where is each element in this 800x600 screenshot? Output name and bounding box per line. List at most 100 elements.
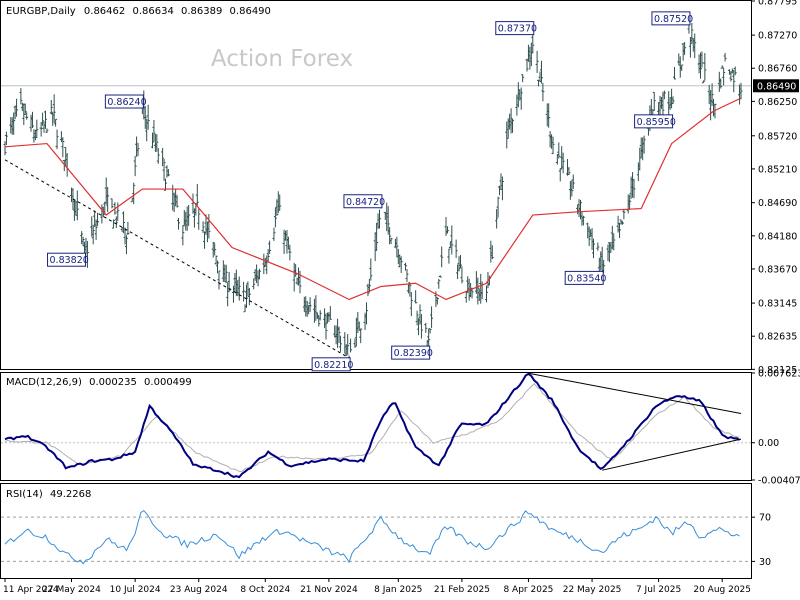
ohlc-bar	[592, 238, 596, 259]
annotation-label: 0.84720	[346, 197, 385, 208]
price-y-tick-label: 0.84180	[758, 231, 797, 242]
price-title-symbol: EURGBP,Daily	[6, 6, 76, 17]
macd-main-line	[4, 372, 741, 479]
ohlc-bar	[476, 277, 480, 305]
ohlc-bar	[41, 112, 45, 126]
ohlc-bar	[680, 64, 684, 71]
x-tick-label: 27 May 2024	[42, 585, 101, 595]
annotation-label: 0.82210	[314, 360, 353, 371]
x-tick-label: 11 Apr 2024	[3, 585, 59, 595]
current-price-box	[753, 79, 799, 93]
support-trendline	[4, 159, 350, 359]
ohlc-bar	[733, 66, 737, 76]
watermark: Action Forex	[211, 46, 353, 72]
rsi-lines	[4, 509, 740, 565]
macd-signal-line	[4, 382, 740, 472]
ohlc-bar	[557, 142, 561, 159]
annotation-label: 0.87370	[498, 24, 537, 35]
ohlc-bar	[156, 148, 160, 164]
ohlc-bar	[571, 174, 575, 189]
x-tick-label: 22 May 2025	[563, 585, 622, 595]
ohlc-bar	[570, 180, 574, 197]
rsi-line	[4, 509, 740, 565]
ohlc-bar	[353, 338, 357, 348]
ohlc-bar	[161, 147, 165, 167]
annotation-box	[634, 114, 674, 129]
price-y-tick-label: 0.86760	[758, 64, 797, 75]
macd-y-tick-label: 0.00	[758, 438, 779, 449]
annotation-label: 0.82390	[394, 348, 433, 359]
ohlc-bar	[729, 71, 733, 82]
ohlc-bar	[720, 65, 724, 69]
x-tick-label: 8 Oct 2024	[240, 585, 290, 595]
ohlc-bar	[632, 178, 636, 199]
ohlc-bar	[75, 190, 79, 221]
ohlc-bar	[498, 185, 502, 196]
ohlc-bar	[414, 290, 418, 304]
ohlc-bar	[408, 282, 412, 297]
macd-signal-value: 0.000499	[144, 377, 192, 388]
current-price-label: 0.86490	[757, 81, 796, 92]
ohlc-bar	[15, 98, 19, 117]
rsi-value: 49.2268	[50, 489, 91, 500]
annotation-box	[651, 11, 691, 26]
ohlc-bar	[19, 88, 23, 105]
ohlc-bar	[55, 129, 59, 150]
price-y-tick-label: 0.85210	[758, 164, 797, 175]
ohlc-bar	[252, 278, 256, 290]
ohlc-bar	[419, 314, 423, 339]
ohlc-bar	[45, 128, 49, 134]
ohlc-bar	[214, 255, 218, 265]
ohlc-bar	[195, 183, 199, 206]
macd-y-tick-label: -0.004073	[758, 476, 800, 487]
ohlc-bar	[328, 306, 332, 320]
price-y-tick-label: 0.82635	[758, 332, 797, 343]
ohlc-bar	[324, 313, 328, 340]
ohlc-bar	[52, 94, 56, 123]
current-price-line: 0.86490	[1, 79, 799, 93]
ohlc-bar	[672, 66, 676, 80]
ohlc-bar	[722, 67, 726, 86]
ohlc-bar	[213, 243, 217, 256]
rsi-y-axis: 70 30	[1, 513, 771, 568]
ohlc-bar	[132, 182, 136, 205]
ohlc-bar	[268, 240, 272, 255]
price-y-tick-label: 0.83145	[758, 299, 797, 310]
ohlc-bar	[39, 122, 43, 137]
ohlc-bar	[581, 215, 585, 226]
price-annotations: 0.86240 0.83820 0.82210 0.84720 0.82390 0.873…	[47, 11, 693, 372]
ohlc-bar	[539, 60, 543, 84]
rsi-title-label: RSI(14)	[6, 489, 43, 500]
ohlc-bar	[567, 166, 571, 175]
ohlc-bar	[389, 237, 393, 245]
ohlc-bar	[49, 100, 53, 115]
ohlc-bar	[266, 249, 270, 262]
rsi-title: RSI(14) 49.2268	[6, 489, 91, 500]
macd-trendline	[528, 372, 742, 414]
ohlc-bar	[596, 242, 600, 251]
ohlc-bar	[177, 217, 181, 230]
ohlc-bar	[43, 110, 47, 129]
annotation-box	[564, 270, 604, 285]
ohlc-bar	[418, 304, 422, 325]
ohlc-bar	[428, 328, 432, 334]
ohlc-bar	[430, 306, 434, 328]
price-y-tick-label: 0.85720	[758, 131, 797, 142]
ohlc-bar	[278, 194, 282, 211]
ohlc-bar	[652, 91, 656, 111]
ohlc-bar	[3, 141, 7, 156]
ohlc-bar	[124, 235, 128, 255]
ohlc-bar	[561, 152, 565, 174]
ohlc-bar	[318, 310, 322, 321]
ohlc-bar	[187, 204, 191, 226]
ohlc-bar	[509, 108, 513, 134]
ohlc-bar	[197, 208, 201, 230]
ohlc-bar	[94, 219, 98, 240]
ohlc-bar	[500, 176, 504, 201]
ohlc-bar	[369, 258, 373, 281]
ohlc-bar	[25, 112, 29, 120]
ohlc-bar	[404, 262, 408, 271]
ohlc-bar	[116, 202, 120, 221]
ohlc-bar	[445, 226, 449, 234]
macd-main-value: 0.000235	[89, 377, 137, 388]
